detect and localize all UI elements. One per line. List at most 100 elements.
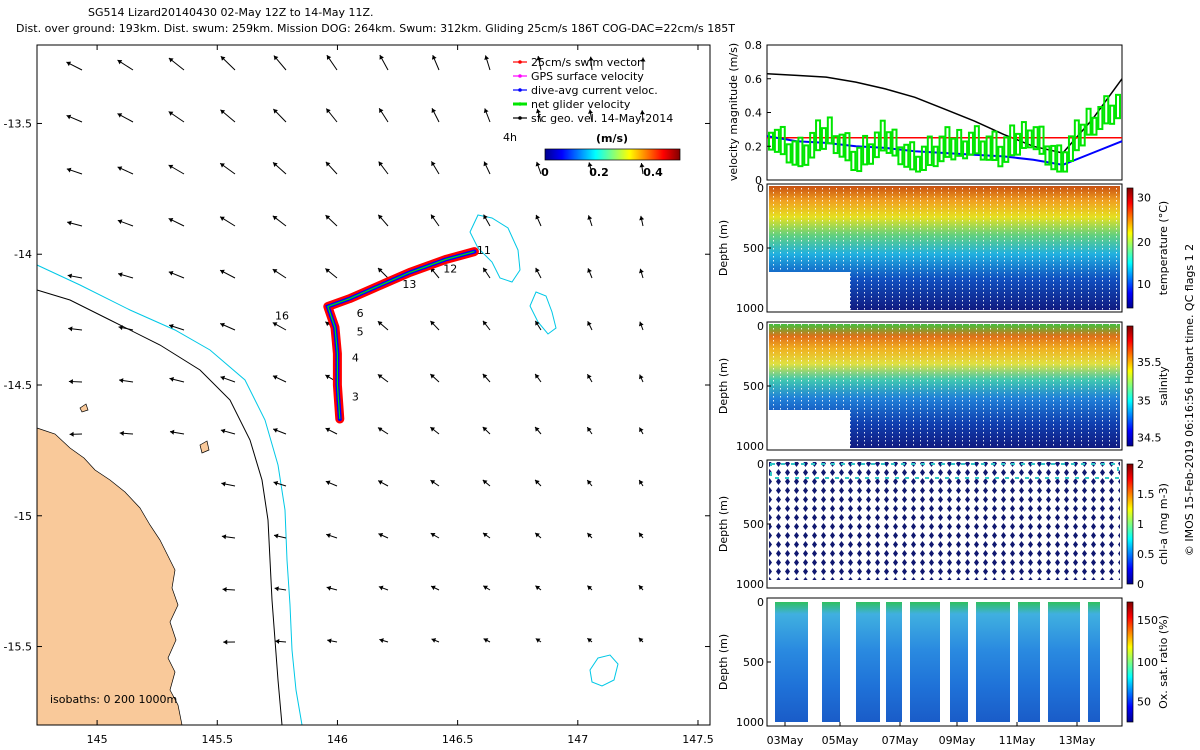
net-velocity-bar [1009,124,1016,157]
colorbar-tick-label: 1.5 [1137,488,1155,501]
map-ytick-label: -15 [14,510,32,523]
track-day-label: 6 [357,307,364,320]
track-day-label: 3 [352,391,359,404]
geo-arrow-head [326,108,331,114]
geo-arrow-head [169,429,175,435]
geo-arrow-head [325,215,331,220]
geo-arrow-head [378,161,384,167]
net-velocity-bar [1079,123,1086,147]
colorbar-tick-label: 30 [1137,192,1151,205]
geo-arrow-head [638,321,644,327]
colorbar-label: salinity [1157,366,1170,406]
net-velocity-bar [1097,105,1104,131]
geo-arrow-head [430,427,436,432]
geo-arrow-head [431,108,437,113]
geo-arrow-head [378,480,383,485]
oxygen-profile-block [950,602,968,722]
geo-arrow-head [638,585,644,590]
geo-arrow-head [169,324,174,329]
isobath-200m [36,289,283,726]
legend-entry-label: dive-avg current veloc. [531,84,658,97]
colorbar-label: chl-a (mg m-3) [1157,483,1170,565]
date-tick-label: 03May [767,734,804,747]
profile-panel-3: 0 500 1000 Depth (m) 0 0.5 1 1.5 2 chl-a (mg m-3) [717,458,1170,591]
geo-arrow-head [587,215,593,220]
figure-title-line-1: SG514 Lizard20140430 02-May 12Z to 14-Ma… [88,6,374,19]
net-velocity-bar [1073,119,1080,152]
geo-arrow-head [431,585,436,591]
geo-arrow-head [587,480,592,485]
oxygen-profile-block [886,602,902,722]
net-velocity-bar [773,128,780,153]
net-velocity-bar [1020,121,1027,149]
geo-arrow-head [378,533,384,538]
geo-arrow-head [275,638,280,644]
net-velocity-bar [1032,126,1039,151]
geo-arrow-head [273,55,279,61]
net-velocity-bar [791,140,798,166]
figure-title-line-2: Dist. over ground: 193km. Dist. swum: 25… [16,22,735,35]
geo-arrow-head [67,273,73,279]
colorbar-tick-label: 100 [1137,656,1158,669]
geo-arrow-head [587,532,592,538]
track-day-label: 13 [402,278,416,291]
colorbar-tick-label: 150 [1137,614,1158,627]
velocity-ytick-label: 0.2 [745,140,763,153]
net-velocity-bar [879,119,886,152]
geo-arrow-head [325,427,331,433]
colorbar-tick-label: 10 [1137,278,1151,291]
geo-arrow-head [118,325,124,331]
surface-geostrophic-arrows [66,54,646,645]
land-island-2 [79,403,89,413]
net-velocity-bar [897,146,904,166]
geo-arrow-head [378,214,383,220]
map-xtick-label: 145.5 [202,733,234,746]
geo-arrow-head [68,379,73,385]
colorbar-tick-label: 0.5 [1137,548,1155,561]
geo-arrow-head [168,111,174,116]
map-axes: 145 145.5 146 146.5 147 147.5 -13.5 -14 -14.5 -15… [4,45,714,746]
map-xtick-label: 147 [567,733,588,746]
colorbar-tick-label: 20 [1137,236,1151,249]
geo-arrow-head [222,587,227,593]
colorbar-tick-label: 35 [1137,394,1151,407]
speed-colorbar-tick: 0.2 [589,166,609,179]
geo-arrow-head [482,479,488,485]
geo-arrow-head [67,220,72,226]
profile-panel-1: 0 500 1000 Depth (m) 10 20 30 temperature (°C) [717,182,1170,315]
net-velocity-bar [826,116,833,145]
track-day-label: 5 [357,325,364,338]
geo-arrow-head [168,164,174,170]
geo-arrow-head [587,321,592,326]
geo-arrow-head [274,586,279,592]
depth-tick-label: 500 [743,242,764,255]
geo-arrow-head [273,162,278,167]
geo-arrow-head [326,585,332,591]
net-velocity-bar [909,141,916,171]
isobaths-label: isobaths: 0 200 1000m [50,693,177,706]
net-velocity-bar [891,128,898,157]
geo-arrow-head [378,268,383,273]
net-velocity-bar [1056,144,1063,173]
oxygen-profile-block [1048,602,1080,722]
geo-arrow-head [639,268,644,274]
geo-arrow-head [169,376,174,382]
map-ytick-label: -14.5 [4,379,32,392]
speed-colorbar-bar [544,148,681,161]
geo-arrow-head [272,215,278,221]
net-velocity-bar [903,143,910,168]
depth-axis-label: Depth (m) [717,358,730,414]
net-velocity-bar [832,135,839,155]
geo-arrow-head [483,585,488,591]
geo-arrow-head [535,426,540,432]
depth-axis-label: Depth (m) [717,220,730,276]
net-velocity-bar [950,137,957,161]
track-day-label: 12 [443,263,457,276]
net-velocity-bar [873,131,880,159]
geo-arrow-head [639,427,644,433]
net-velocity-bar [850,150,857,172]
profile-colorbar [1126,187,1134,309]
geo-arrow-head [377,321,383,326]
velocity-ytick-label: 0 [755,174,762,187]
